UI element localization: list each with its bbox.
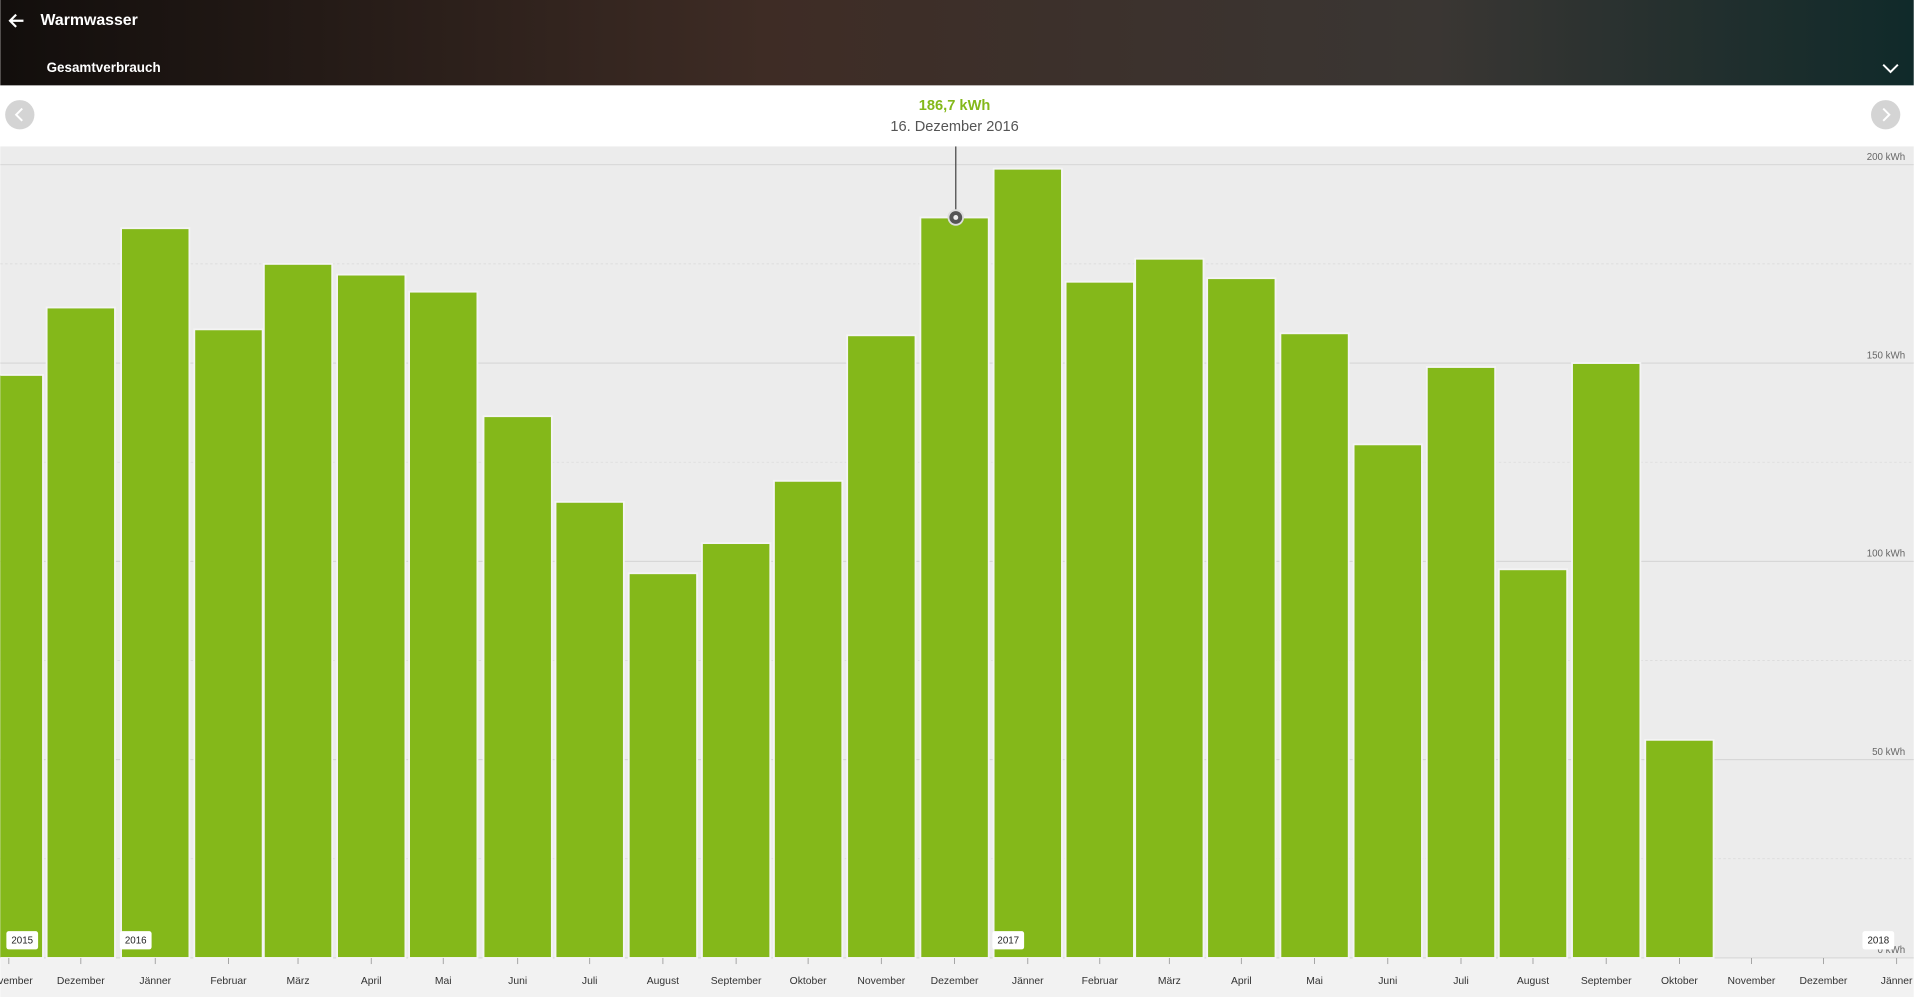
- bar: [773, 479, 844, 959]
- year-label: 2017: [997, 935, 1019, 946]
- y-tick-label: 200 kWh: [1867, 152, 1905, 163]
- x-tick-label: März: [1158, 976, 1181, 987]
- bar: [408, 290, 479, 959]
- bar: [0, 374, 44, 959]
- bar: [1206, 277, 1277, 959]
- year-badge: [992, 931, 1025, 950]
- bar: [1064, 280, 1135, 959]
- x-tick-label: November: [857, 976, 905, 987]
- x-tick-label: August: [1517, 976, 1549, 987]
- x-tick-label: Februar: [210, 976, 247, 987]
- x-tick-label: März: [287, 976, 310, 987]
- x-tick-label: Jänner: [1881, 976, 1913, 987]
- x-axis-area: [0, 957, 1914, 997]
- x-tick-label: Februar: [1082, 976, 1119, 987]
- bar: [120, 227, 191, 959]
- y-tick-label: 100 kWh: [1867, 549, 1905, 560]
- x-tick-label: Jänner: [139, 976, 171, 987]
- bar: [554, 500, 625, 959]
- x-tick-label: August: [647, 976, 679, 987]
- bar: [45, 306, 116, 959]
- year-label: 2015: [11, 935, 33, 946]
- x-tick-label: September: [1581, 976, 1632, 987]
- bar: [701, 542, 772, 959]
- bar: [1352, 443, 1423, 959]
- info-bar: [0, 85, 1914, 147]
- x-tick-label: Mai: [1306, 976, 1323, 987]
- x-tick-label: Juni: [1378, 976, 1397, 987]
- bar: [262, 262, 334, 959]
- prev-button[interactable]: [5, 100, 35, 130]
- tooltip-marker-dot: [953, 215, 959, 220]
- next-button[interactable]: [1871, 100, 1901, 130]
- year-label: 2018: [1867, 935, 1889, 946]
- x-tick-label: Dezember: [931, 976, 979, 987]
- bar: [627, 572, 698, 959]
- back-button[interactable]: [8, 13, 24, 28]
- bar: [1497, 568, 1569, 959]
- bar: [1134, 257, 1205, 959]
- bar: [992, 167, 1063, 959]
- x-tick-label: Juli: [1453, 976, 1469, 987]
- bar: [846, 334, 917, 959]
- y-tick-label: 50 kWh: [1872, 747, 1905, 758]
- tooltip-value: 186,7 kWh: [919, 98, 991, 114]
- subtitle: Gesamtverbrauch: [47, 60, 161, 75]
- x-tick-label: September: [711, 976, 762, 987]
- year-badge: [1862, 931, 1895, 950]
- x-tick-label: Jänner: [1012, 976, 1044, 987]
- x-tick-label: Juni: [508, 976, 527, 987]
- y-tick-label: 150 kWh: [1867, 350, 1905, 361]
- bar: [1279, 332, 1350, 959]
- x-tick-label: Oktober: [790, 976, 827, 987]
- tooltip-date: 16. Dezember 2016: [890, 119, 1018, 135]
- x-tick-label: April: [1231, 976, 1252, 987]
- x-tick-label: Juli: [582, 976, 598, 987]
- x-tick-label: Dezember: [1800, 976, 1848, 987]
- bar: [482, 415, 553, 959]
- x-tick-label: April: [361, 976, 382, 987]
- dropdown-toggle[interactable]: [1882, 63, 1899, 74]
- bar: [1425, 366, 1497, 959]
- bar: [193, 328, 264, 959]
- x-tick-label: Dezember: [57, 976, 105, 987]
- bar: [1571, 362, 1642, 959]
- x-tick-label: November: [0, 976, 33, 987]
- year-badge: [6, 931, 39, 950]
- bar: [919, 216, 990, 959]
- year-label: 2016: [125, 935, 147, 946]
- x-tick-label: Mai: [435, 976, 452, 987]
- bar: [1644, 738, 1715, 959]
- year-badge: [119, 931, 152, 950]
- bar: [336, 273, 407, 959]
- x-tick-label: November: [1728, 976, 1776, 987]
- x-tick-label: Oktober: [1661, 976, 1698, 987]
- header-bar: [0, 0, 1914, 86]
- y-tick-label: 0 kWh: [1878, 945, 1906, 956]
- page-title: Warmwasser: [41, 12, 138, 29]
